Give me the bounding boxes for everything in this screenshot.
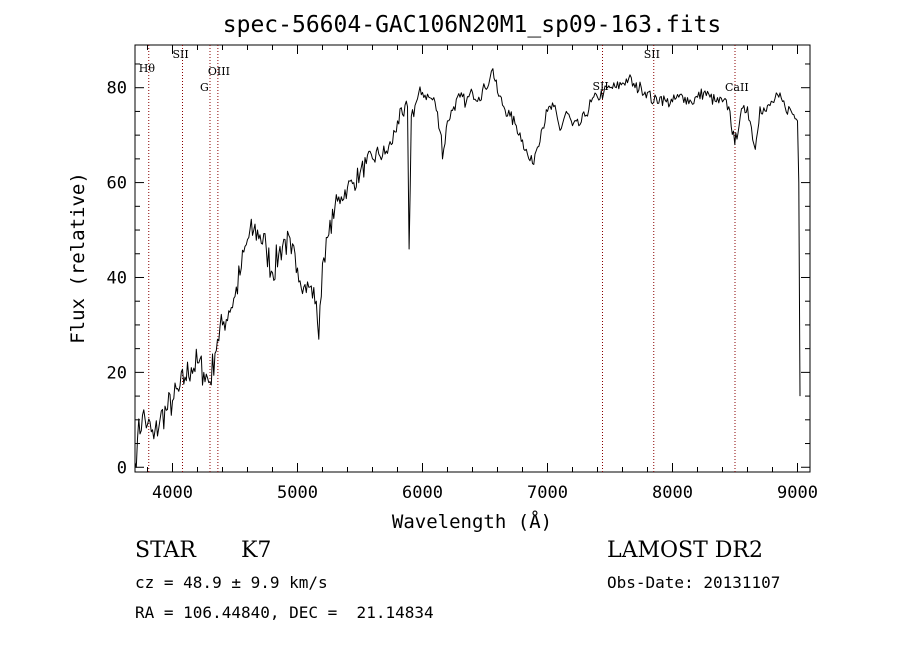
x-tick-label: 4000 <box>152 483 193 503</box>
y-tick-label: 40 <box>107 268 127 288</box>
object-subclass: K7 <box>241 538 272 563</box>
x-tick-label: 6000 <box>402 483 443 503</box>
y-tick-label: 20 <box>107 363 127 383</box>
chart-title: spec-56604-GAC106N20M1_sp09-163.fits <box>223 12 722 38</box>
observation-date: Obs-Date: 20131107 <box>607 573 781 592</box>
line-marker-label: OIII <box>208 65 230 78</box>
line-marker-label: Hθ <box>139 62 156 75</box>
x-tick-label: 8000 <box>652 483 693 503</box>
redshift-line: cz = 48.9 ± 9.9 km/s <box>135 573 328 592</box>
spectrum-line <box>134 68 801 468</box>
spectrum-series <box>134 68 801 468</box>
line-marker-label: CaII <box>725 81 749 94</box>
object-class: STAR <box>135 538 196 563</box>
coordinates-line: RA = 106.44840, DEC = 21.14834 <box>135 603 434 622</box>
x-tick-label: 7000 <box>527 483 568 503</box>
survey-name: LAMOST DR2 <box>607 538 763 563</box>
plot-frame <box>134 44 811 473</box>
x-axis-label: Wavelength (Å) <box>392 510 552 533</box>
y-tick-label: 80 <box>107 79 127 99</box>
line-marker-label: SII <box>173 48 189 61</box>
axis-ticks: 4000 5000 6000 7000 8000 9000 0 20 40 60 80 <box>107 45 818 503</box>
y-axis-label: Flux (relative) <box>67 172 89 344</box>
line-marker-label: G <box>200 81 209 94</box>
x-tick-label: 9000 <box>777 483 818 503</box>
y-tick-label: 60 <box>107 174 127 194</box>
y-tick-label: 0 <box>117 458 127 478</box>
line-marker-label: SII <box>644 48 660 61</box>
x-tick-label: 5000 <box>277 483 318 503</box>
